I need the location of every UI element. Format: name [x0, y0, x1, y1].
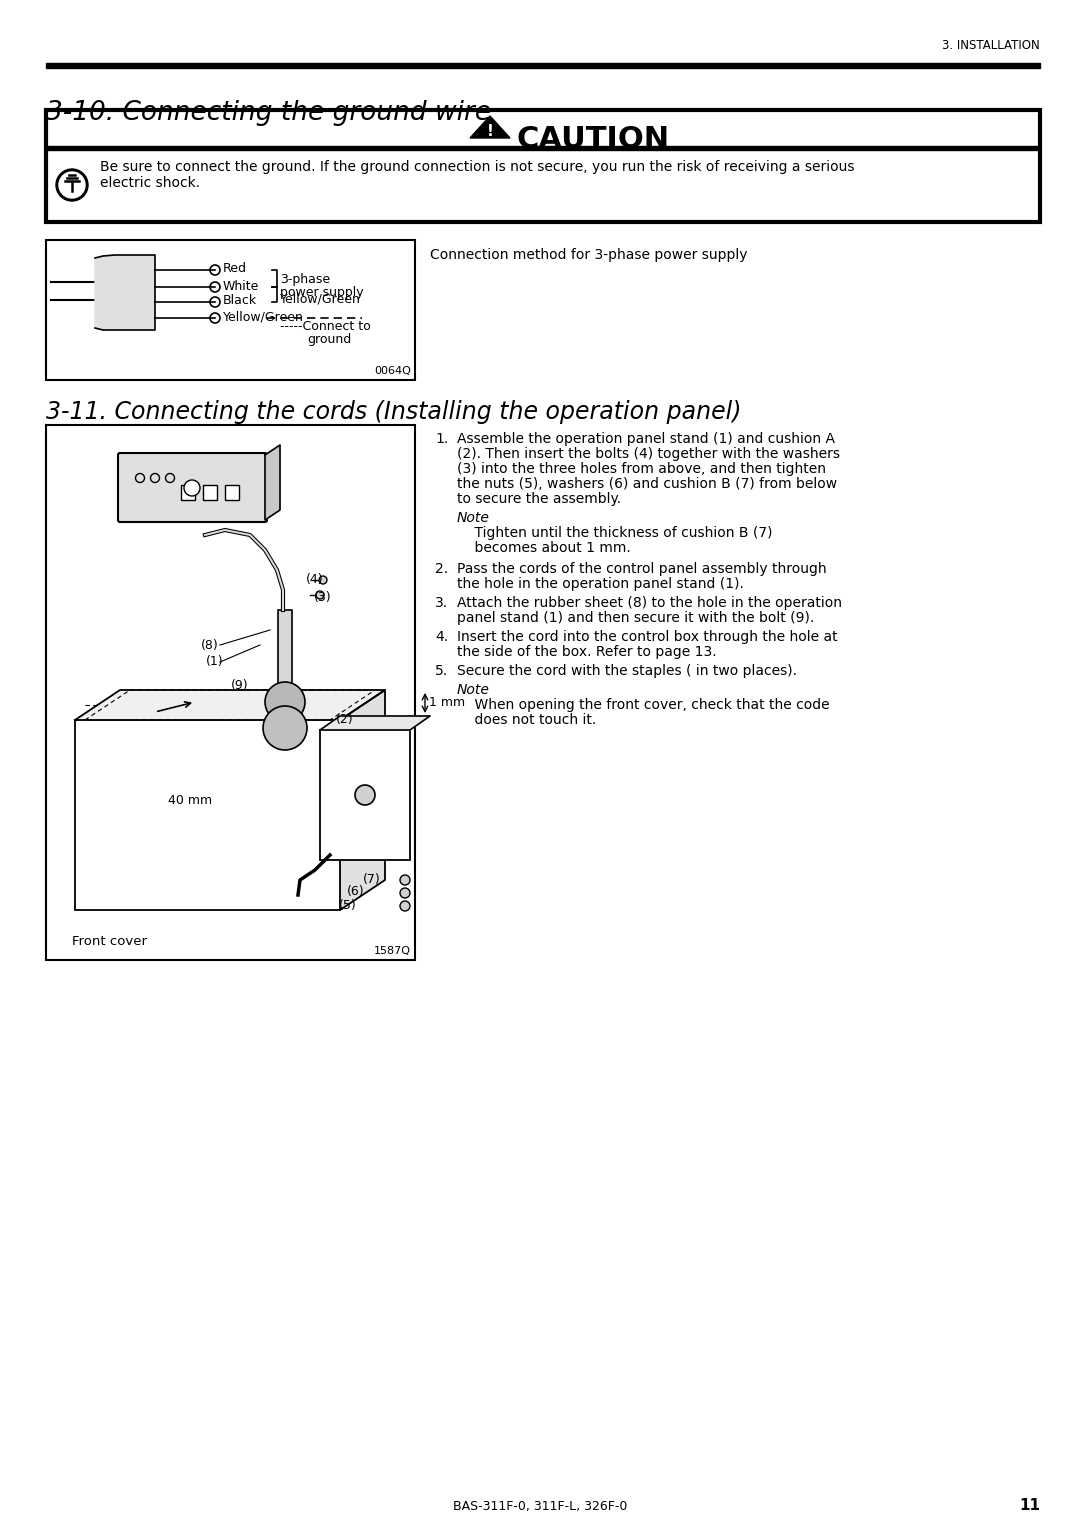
Text: When opening the front cover, check that the code: When opening the front cover, check that… — [457, 698, 829, 712]
Text: panel stand (1) and then secure it with the bolt (9).: panel stand (1) and then secure it with … — [457, 611, 814, 625]
Circle shape — [56, 170, 87, 202]
FancyBboxPatch shape — [118, 452, 267, 523]
Text: Black: Black — [222, 295, 257, 307]
Text: 1.: 1. — [435, 432, 448, 446]
Text: electric shock.: electric shock. — [100, 176, 200, 189]
Text: Be sure to connect the ground. If the ground connection is not secure, you run t: Be sure to connect the ground. If the gr… — [100, 160, 854, 174]
Polygon shape — [320, 717, 430, 730]
Text: (1): (1) — [206, 656, 224, 669]
Text: 3-10. Connecting the ground wire: 3-10. Connecting the ground wire — [46, 99, 491, 125]
Text: Assemble the operation panel stand (1) and cushion A: Assemble the operation panel stand (1) a… — [457, 432, 835, 446]
Text: 3-phase: 3-phase — [280, 274, 330, 286]
Bar — [46, 147, 1040, 150]
Bar — [278, 610, 292, 720]
Text: CAUTION: CAUTION — [516, 125, 670, 154]
Circle shape — [355, 785, 375, 805]
Text: 3-11. Connecting the cords (Installing the operation panel): 3-11. Connecting the cords (Installing t… — [46, 400, 742, 423]
Text: Yellow/Green: Yellow/Green — [222, 310, 303, 324]
Bar — [46, 425, 415, 960]
Polygon shape — [75, 691, 384, 720]
Bar — [320, 730, 410, 860]
Text: does not touch it.: does not touch it. — [457, 714, 596, 727]
Circle shape — [400, 888, 410, 898]
Text: to secure the assembly.: to secure the assembly. — [457, 492, 621, 506]
Bar — [46, 63, 1040, 69]
Text: (2). Then insert the bolts (4) together with the washers: (2). Then insert the bolts (4) together … — [457, 448, 840, 461]
Text: 4.: 4. — [435, 630, 448, 643]
Text: Pass the cords of the control panel assembly through: Pass the cords of the control panel asse… — [457, 562, 826, 576]
Circle shape — [264, 706, 307, 750]
Text: (3): (3) — [314, 591, 332, 605]
Text: Yellow/Green: Yellow/Green — [280, 292, 361, 306]
Text: Red: Red — [222, 263, 247, 275]
Text: becomes about 1 mm.: becomes about 1 mm. — [457, 541, 631, 555]
Text: 5.: 5. — [435, 665, 448, 678]
Text: -----Connect to: -----Connect to — [280, 319, 370, 333]
Polygon shape — [265, 445, 280, 520]
Text: (9): (9) — [231, 678, 248, 692]
Text: (3) into the three holes from above, and then tighten: (3) into the three holes from above, and… — [457, 461, 826, 477]
Text: !: ! — [487, 124, 494, 139]
Text: Tighten until the thickness of cushion B (7): Tighten until the thickness of cushion B… — [457, 526, 772, 539]
Text: 40 mm: 40 mm — [167, 793, 212, 807]
Text: the side of the box. Refer to page 13.: the side of the box. Refer to page 13. — [457, 645, 717, 659]
Text: Insert the cord into the control box through the hole at: Insert the cord into the control box thr… — [457, 630, 838, 643]
Text: the hole in the operation panel stand (1).: the hole in the operation panel stand (1… — [457, 578, 744, 591]
Text: 11: 11 — [1020, 1497, 1040, 1513]
Bar — [265, 720, 305, 730]
Text: Attach the rubber sheet (8) to the hole in the operation: Attach the rubber sheet (8) to the hole … — [457, 596, 842, 610]
Circle shape — [184, 480, 200, 497]
Text: (8): (8) — [201, 639, 219, 651]
Text: 2.: 2. — [435, 562, 448, 576]
Text: White: White — [222, 280, 259, 292]
Text: 3. INSTALLATION: 3. INSTALLATION — [942, 40, 1040, 52]
Bar — [225, 484, 239, 500]
Polygon shape — [470, 116, 510, 138]
Circle shape — [400, 876, 410, 885]
Circle shape — [59, 173, 85, 199]
Bar — [46, 110, 1040, 222]
Text: power supply: power supply — [280, 286, 364, 299]
Text: Note: Note — [457, 510, 490, 526]
Text: 0064Q: 0064Q — [374, 367, 411, 376]
Text: (4): (4) — [307, 573, 324, 587]
Text: (5): (5) — [339, 898, 356, 912]
Bar — [75, 720, 340, 911]
Text: (2): (2) — [336, 714, 354, 726]
Bar — [203, 484, 217, 500]
Polygon shape — [95, 255, 156, 330]
Text: Connection method for 3-phase power supply: Connection method for 3-phase power supp… — [430, 248, 747, 261]
Text: 1587Q: 1587Q — [374, 946, 411, 957]
Text: ground: ground — [307, 333, 351, 345]
Polygon shape — [340, 691, 384, 911]
Text: Secure the cord with the staples ( in two places).: Secure the cord with the staples ( in tw… — [457, 665, 797, 678]
Bar — [46, 240, 415, 380]
Circle shape — [400, 902, 410, 911]
Text: 1 mm: 1 mm — [429, 697, 465, 709]
Bar — [181, 484, 195, 500]
Circle shape — [319, 576, 327, 584]
Circle shape — [316, 591, 324, 599]
Text: BAS-311F-0, 311F-L, 326F-0: BAS-311F-0, 311F-L, 326F-0 — [453, 1500, 627, 1513]
Circle shape — [265, 681, 305, 723]
Text: (6): (6) — [347, 886, 365, 898]
Text: Front cover: Front cover — [72, 935, 147, 947]
Text: Note: Note — [457, 683, 490, 697]
Text: the nuts (5), washers (6) and cushion B (7) from below: the nuts (5), washers (6) and cushion B … — [457, 477, 837, 490]
Text: (7): (7) — [363, 874, 381, 886]
Text: 3.: 3. — [435, 596, 448, 610]
